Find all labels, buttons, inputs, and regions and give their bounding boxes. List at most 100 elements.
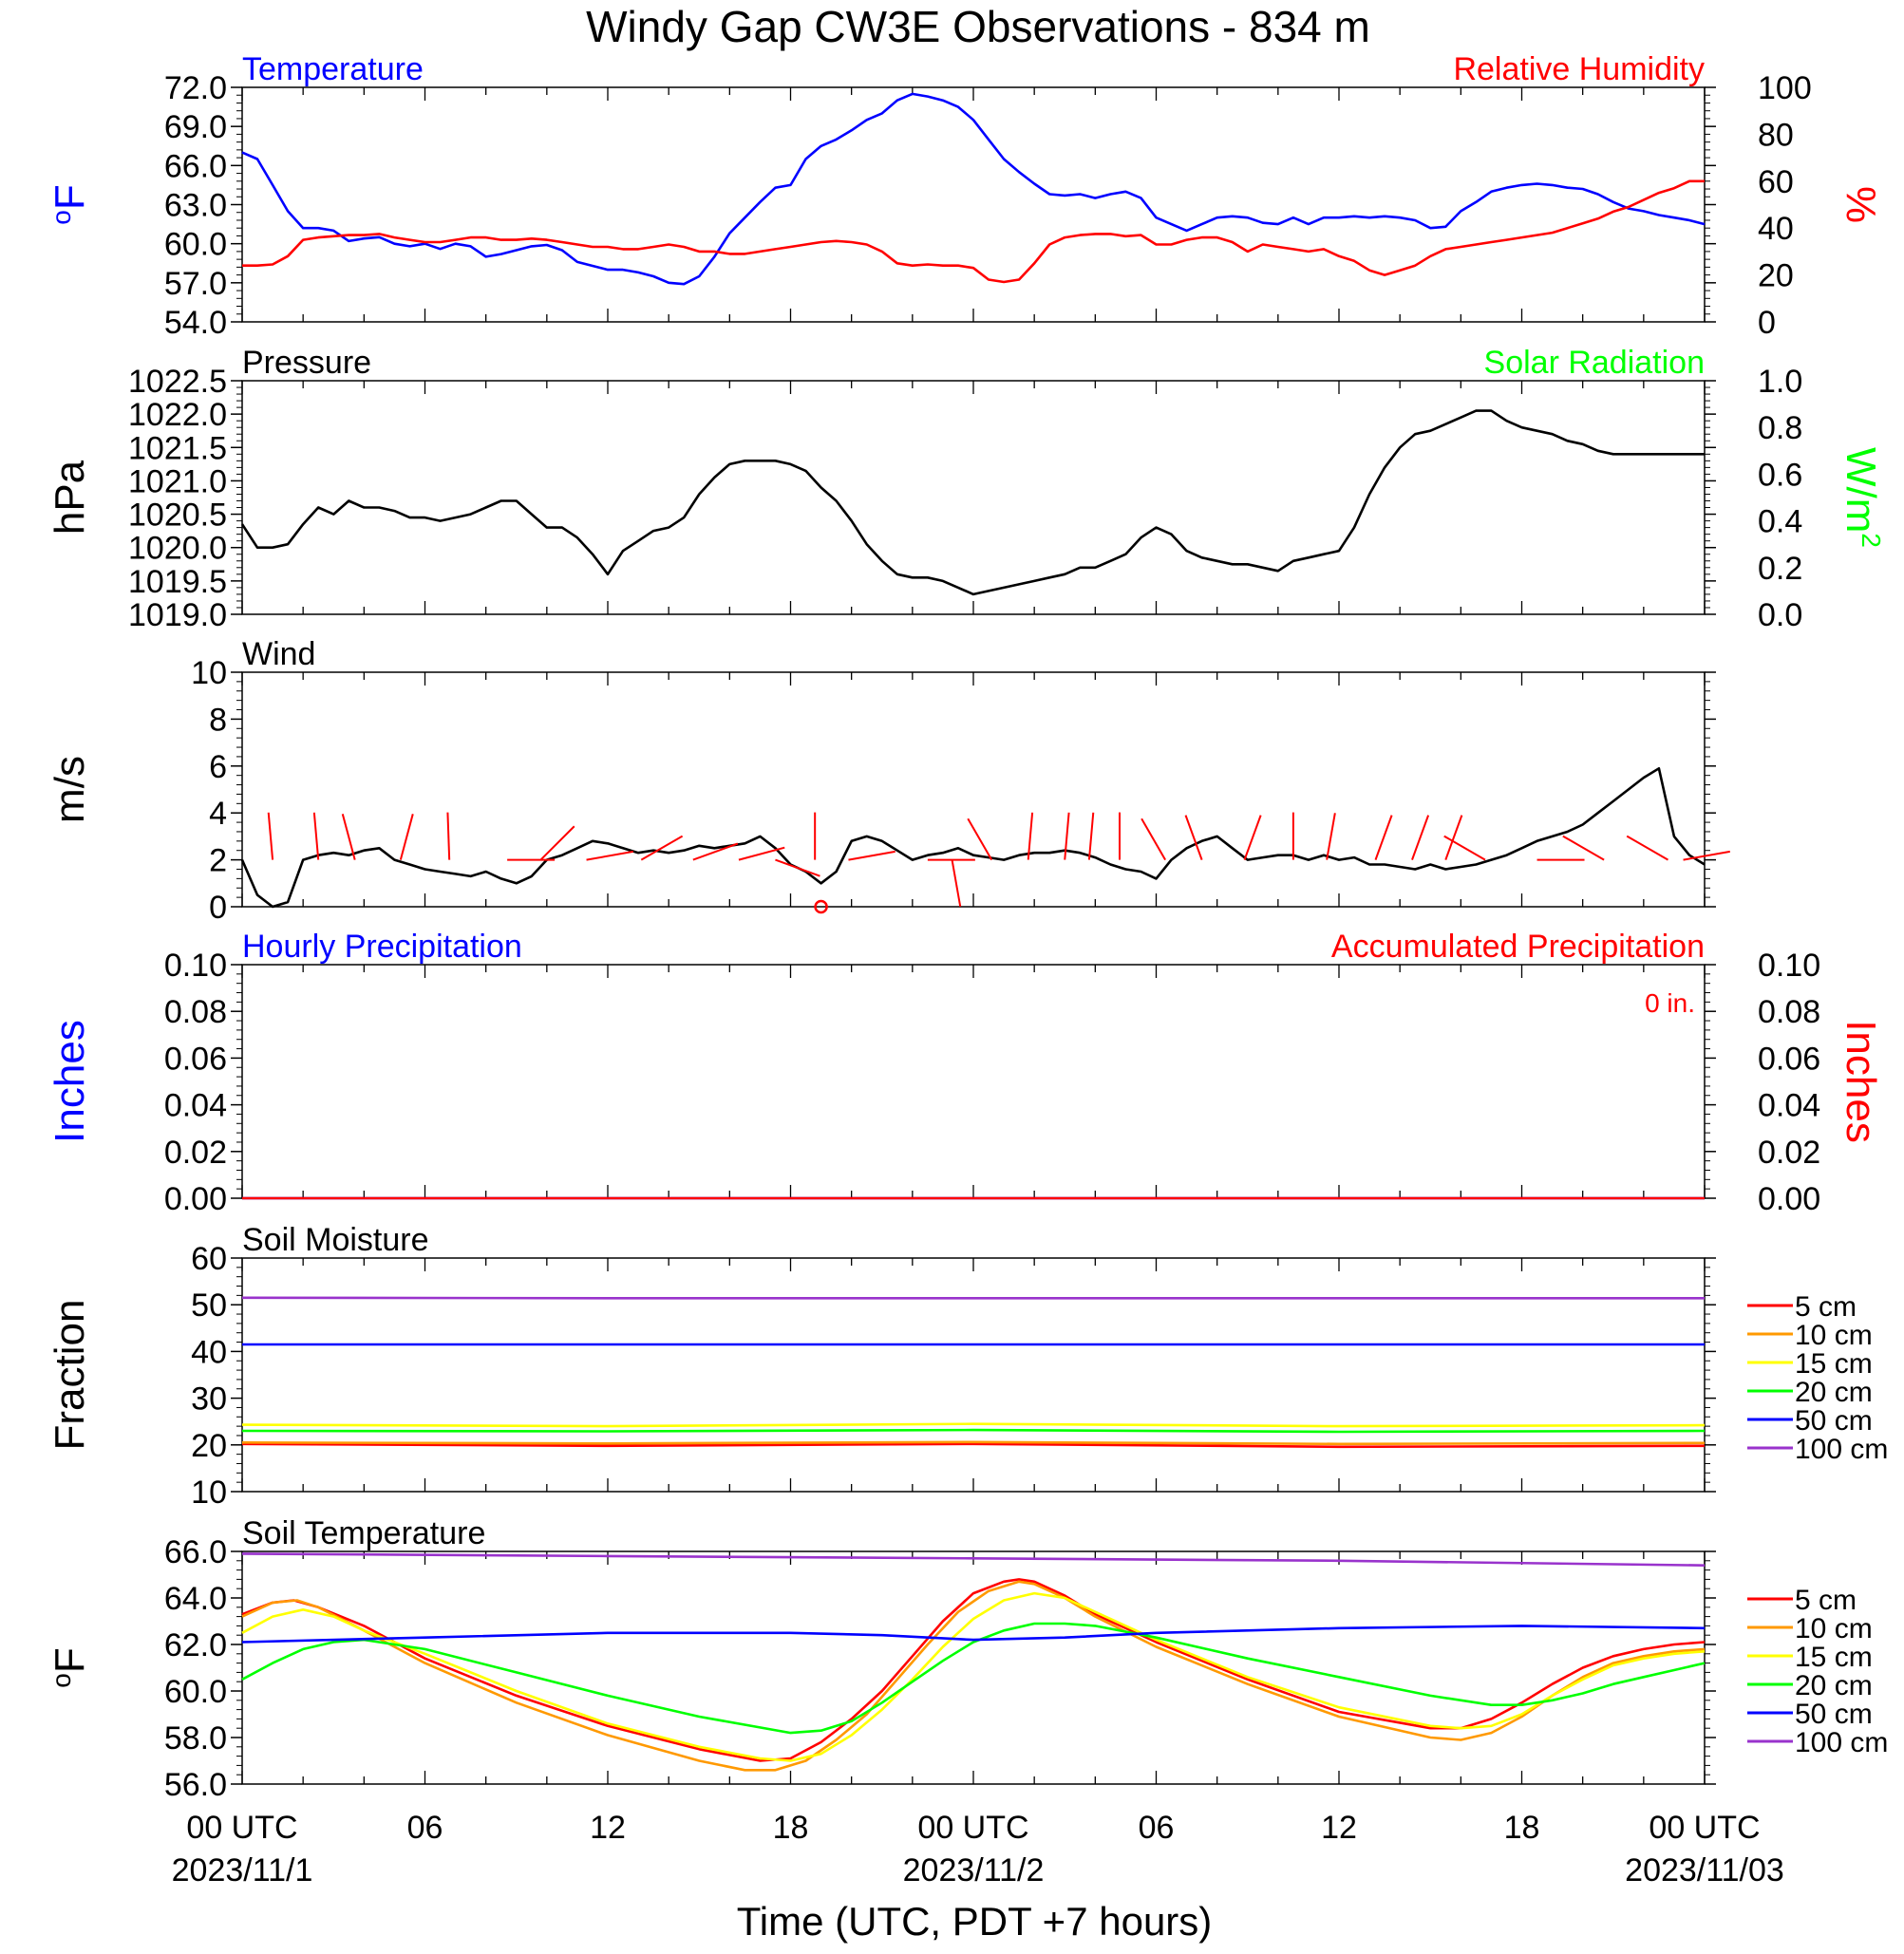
wind-barb bbox=[951, 859, 962, 908]
y-tick-label: 72.0 bbox=[164, 70, 227, 106]
panel-frame bbox=[241, 964, 1706, 1199]
x-date-label: 2023/11/1 bbox=[172, 1852, 313, 1888]
series-line-soil_moisture-3 bbox=[241, 1428, 1706, 1434]
calm-wind-marker bbox=[814, 899, 828, 914]
y-right-tick-label: 0 bbox=[1758, 305, 1776, 341]
y-tick-label: 20 bbox=[191, 1428, 227, 1464]
panel-title-left: Soil Moisture bbox=[242, 1222, 429, 1258]
x-axis-label: Time (UTC, PDT +7 hours) bbox=[737, 1899, 1213, 1944]
y-tick-label: 1019.0 bbox=[128, 597, 227, 633]
y-tick-label: 40 bbox=[191, 1334, 227, 1370]
y-tick-label: 54.0 bbox=[164, 305, 227, 341]
y-tick-label: 1021.5 bbox=[128, 430, 227, 466]
y-tick-label: 58.0 bbox=[164, 1720, 227, 1757]
panel-temp_rh: 72.069.066.0 63.060.057.054.0 100 80 60 40 20 0… bbox=[47, 51, 1884, 341]
legend-label: 20 cm bbox=[1795, 1670, 1873, 1701]
wind-barb bbox=[1411, 815, 1430, 860]
y-tick-label: 62.0 bbox=[164, 1627, 227, 1663]
panel-frame bbox=[241, 380, 1706, 615]
panel-title-right: Solar Radiation bbox=[1484, 345, 1705, 381]
series-line-soil_moisture-5 bbox=[241, 1296, 1705, 1300]
y-axis-label: Inches bbox=[47, 1020, 93, 1143]
wind-barb bbox=[1443, 835, 1486, 861]
y-tick-label: 1020.0 bbox=[128, 531, 227, 567]
y-tick-label: 1022.5 bbox=[128, 364, 227, 400]
wind-barb bbox=[586, 850, 633, 861]
y-tick-label: 60.0 bbox=[164, 1674, 227, 1710]
y-right-tick-label: 100 bbox=[1758, 70, 1812, 106]
y-axis-label: oF bbox=[47, 184, 93, 224]
y-axis-label: Fraction bbox=[47, 1300, 93, 1451]
x-tick-label: 00 UTC bbox=[186, 1810, 297, 1846]
time-axis: Time (UTC, PDT +7 hours) 00 UTC 2023/11/1… bbox=[172, 1810, 1784, 1944]
series-line-soil_moisture-0 bbox=[241, 1442, 1706, 1449]
wind-barb bbox=[1626, 835, 1669, 861]
y-tick-label: 60.0 bbox=[164, 227, 227, 263]
y-tick-label: 30 bbox=[191, 1381, 227, 1418]
y-tick-label: 2 bbox=[209, 843, 227, 879]
y-right-tick-label: 80 bbox=[1758, 117, 1794, 153]
wind-barb bbox=[1243, 815, 1262, 860]
panel-title-left: Wind bbox=[242, 636, 315, 672]
y-tick-label: 63.0 bbox=[164, 188, 227, 224]
y-tick-label: 8 bbox=[209, 702, 227, 738]
panel-pressure: 1022.51022.01021.51021.01020.51020.01019… bbox=[47, 345, 1886, 633]
y-right-tick-label: 0.08 bbox=[1758, 994, 1820, 1030]
legend-label: 50 cm bbox=[1795, 1699, 1873, 1730]
wind-barb bbox=[848, 850, 895, 861]
y-tick-label: 57.0 bbox=[164, 266, 227, 302]
wind-barb bbox=[341, 814, 356, 860]
y-axis-label: hPa bbox=[47, 460, 93, 535]
y-axis-label-right: Inches bbox=[1838, 1020, 1884, 1143]
y-tick-label: 0.06 bbox=[164, 1041, 227, 1077]
y-right-tick-label: 0.04 bbox=[1758, 1088, 1820, 1124]
wind-barb bbox=[1562, 835, 1605, 861]
y-axis-label-right: W/m2 bbox=[1838, 447, 1886, 548]
series-line-soil_temp-0 bbox=[241, 1578, 1706, 1762]
y-tick-label: 0.08 bbox=[164, 994, 227, 1030]
y-tick-label: 64.0 bbox=[164, 1581, 227, 1617]
y-tick-label: 56.0 bbox=[164, 1767, 227, 1803]
y-right-tick-label: 0.0 bbox=[1758, 597, 1802, 633]
wind-barb bbox=[640, 835, 684, 861]
wind-barb bbox=[539, 825, 575, 861]
wind-barb bbox=[1027, 812, 1034, 860]
legend-label: 100 cm bbox=[1795, 1434, 1888, 1465]
chart-title: Windy Gap CW3E Observations - 834 m bbox=[586, 2, 1370, 51]
legend-label: 20 cm bbox=[1795, 1377, 1873, 1408]
series-line-soil_temp-4 bbox=[241, 1625, 1706, 1644]
x-tick-label: 00 UTC bbox=[1649, 1810, 1760, 1846]
wind-barb bbox=[1184, 815, 1203, 860]
series-line-soil_moisture-1 bbox=[241, 1440, 1706, 1446]
legend-label: 5 cm bbox=[1795, 1585, 1857, 1616]
y-right-tick-label: 0.00 bbox=[1758, 1181, 1820, 1217]
wind-barb bbox=[267, 812, 274, 860]
y-right-tick-label: 40 bbox=[1758, 211, 1794, 247]
panel-precip: 0.10 0.08 0.06 0.04 0.02 0.00 0.10 0.08 0.06 0.04… bbox=[47, 929, 1884, 1217]
wind-barb bbox=[1087, 812, 1095, 860]
y-right-tick-label: 1.0 bbox=[1758, 364, 1802, 400]
wind-barb bbox=[399, 814, 414, 860]
panel-title-left: Hourly Precipitation bbox=[242, 929, 522, 965]
wind-barb bbox=[1683, 850, 1730, 861]
series-line-soil_temp-3 bbox=[241, 1622, 1706, 1735]
series-line-soil_moisture-2 bbox=[241, 1422, 1706, 1428]
x-tick-label: 12 bbox=[590, 1810, 626, 1846]
legend-label: 100 cm bbox=[1795, 1727, 1888, 1758]
x-tick-label: 06 bbox=[1139, 1810, 1175, 1846]
y-tick-label: 0.02 bbox=[164, 1135, 227, 1171]
y-axis-label-right: % bbox=[1838, 186, 1884, 223]
wind-barb bbox=[312, 812, 320, 860]
y-tick-label: 0.04 bbox=[164, 1088, 227, 1124]
y-tick-label: 50 bbox=[191, 1287, 227, 1324]
panel-title-left: Soil Temperature bbox=[242, 1515, 485, 1551]
y-axis-label: m/s bbox=[47, 756, 93, 823]
y-right-tick-label: 0.4 bbox=[1758, 504, 1802, 540]
legend-label: 10 cm bbox=[1795, 1613, 1873, 1644]
series-line-soil_temp-2 bbox=[241, 1591, 1706, 1762]
wind-barb bbox=[1064, 812, 1070, 860]
legend-label: 50 cm bbox=[1795, 1405, 1873, 1437]
wind-barb bbox=[775, 858, 820, 877]
x-tick-label: 18 bbox=[773, 1810, 809, 1846]
